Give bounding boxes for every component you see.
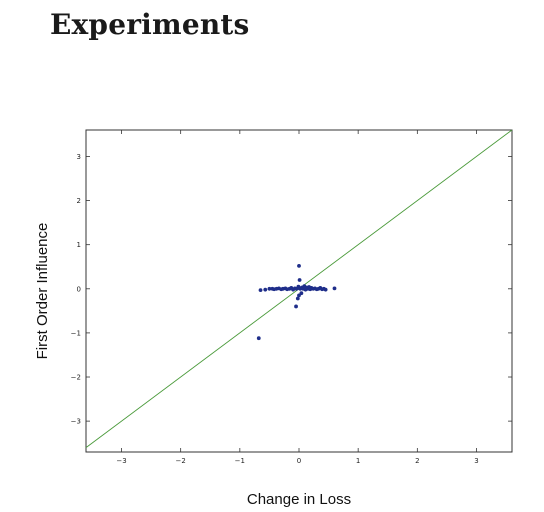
data-point [295,296,300,301]
x-tick-label: 0 [297,457,301,465]
y-tick-label: −2 [71,374,81,382]
data-point [297,263,301,268]
x-axis-ticks: −3 −2 −1 0 1 2 3 [116,130,479,465]
page-heading: Experiments [50,8,250,41]
x-tick-label: −3 [116,457,126,465]
y-tick-label: 0 [77,285,81,293]
data-point [256,336,261,341]
y-tick-label: 3 [77,153,81,161]
y-tick-label: 2 [77,197,81,205]
x-axis-title: Change in Loss [247,491,351,508]
y-axis-ticks: 3 2 1 0 −1 −2 −3 [71,153,512,426]
x-tick-label: 3 [474,457,478,465]
data-points [256,263,337,341]
y-tick-label: 1 [77,241,81,249]
x-tick-label: −2 [176,457,186,465]
y-tick-label: −3 [71,418,81,426]
y-tick-label: −1 [71,329,81,337]
plot-frame [85,129,513,453]
data-point [297,278,302,282]
x-tick-label: −1 [235,457,245,465]
data-point [267,286,272,291]
data-point [258,288,263,293]
data-point [294,304,298,309]
data-point [299,291,304,296]
x-tick-label: 2 [415,457,419,465]
x-tick-label: 1 [356,457,360,465]
data-point [263,287,268,292]
y-axis-title: First Order Influence [34,223,51,360]
data-point [323,287,328,292]
data-point [332,286,337,291]
